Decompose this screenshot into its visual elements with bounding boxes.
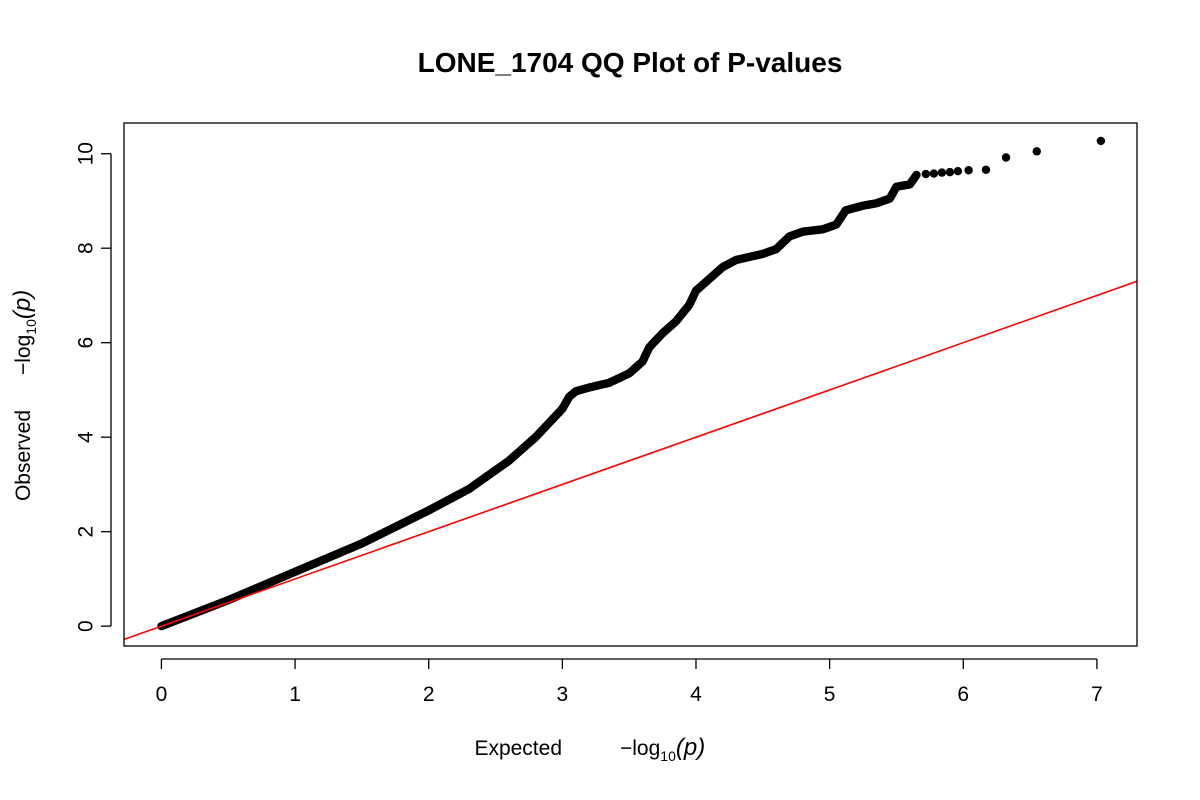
x-tick-label: 0 xyxy=(156,683,168,706)
y-tick-label: 4 xyxy=(75,431,98,443)
x-tick-label: 1 xyxy=(289,683,301,706)
y-axis-label-prefix: Observed xyxy=(12,410,35,501)
x-axis-label-log: −log xyxy=(620,737,660,760)
x-axis-label-prefix: Expected xyxy=(474,737,562,760)
x-axis-label: Expected −log10(p) xyxy=(474,734,705,764)
data-point xyxy=(964,166,973,175)
reference-line-group xyxy=(124,280,1137,641)
x-tick-label: 2 xyxy=(423,683,435,706)
chart-title: LONE_1704 QQ Plot of P-values xyxy=(418,47,843,78)
y-axis-label: Observed −log10(p) xyxy=(9,290,39,501)
data-point xyxy=(929,169,939,178)
data-point xyxy=(981,165,991,174)
x-tick-label: 6 xyxy=(957,683,969,706)
y-tick-label: 0 xyxy=(75,620,98,632)
x-tick-label: 3 xyxy=(556,683,568,706)
x-axis-label-subscript: 10 xyxy=(660,748,676,764)
reference-line xyxy=(124,280,1137,641)
x-axis-label-argument: (p) xyxy=(676,734,705,761)
y-axis-label-log: −log xyxy=(12,335,35,375)
data-points xyxy=(157,136,1106,631)
x-tick-label: 7 xyxy=(1091,683,1103,706)
y-tick-label: 8 xyxy=(75,242,98,254)
y-axis-label-subscript: 10 xyxy=(23,319,39,335)
data-point xyxy=(945,167,955,177)
data-point xyxy=(1096,136,1106,146)
data-point xyxy=(912,170,921,180)
data-point xyxy=(1001,153,1011,162)
y-axis-label-argument: (p) xyxy=(9,290,36,319)
y-tick-label: 10 xyxy=(75,142,98,165)
data-point xyxy=(1032,147,1041,156)
x-tick-label: 4 xyxy=(690,683,702,706)
y-tick-label: 2 xyxy=(75,526,98,538)
x-axis-label-expression: −log10(p) xyxy=(620,734,705,764)
x-tick-label: 5 xyxy=(824,683,836,706)
data-point xyxy=(937,168,947,177)
data-point xyxy=(921,169,931,179)
plot-frame xyxy=(123,122,1138,647)
y-axis-label-expression: −log10(p) xyxy=(9,290,39,375)
data-point xyxy=(953,166,963,176)
y-tick-label: 6 xyxy=(75,337,98,349)
axes: 0 1 2 3 4 5 6 7 0 2 4 6 8 10 xyxy=(75,142,1103,706)
